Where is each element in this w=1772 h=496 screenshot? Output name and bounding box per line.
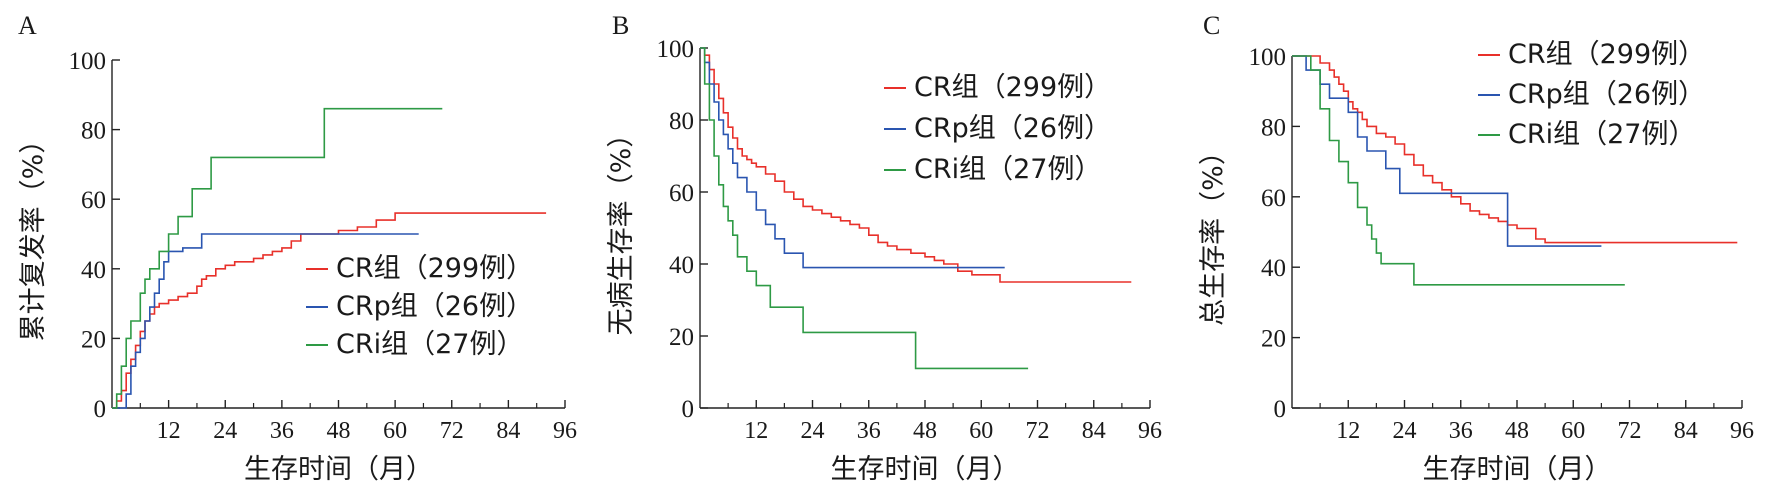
legend-label: CR组（299例） [1508, 39, 1705, 70]
x-tick-label: 72 [1618, 418, 1642, 444]
x-tick-label: 84 [496, 418, 520, 444]
x-tick-label: 48 [1505, 418, 1529, 444]
x-tick-label: 48 [327, 418, 351, 444]
legend-label: CRi组（27例） [914, 154, 1101, 185]
legend-label: CRi组（27例） [1508, 119, 1695, 150]
x-axis-label: 生存时间（月） [831, 454, 1020, 485]
y-tick-label: 100 [657, 36, 695, 63]
series-line-0 [700, 47, 1132, 283]
x-tick-label: 72 [1026, 418, 1050, 444]
y-tick-label: 40 [81, 257, 106, 284]
panel-c: C 0 20 40 60 80 100 12 24 36 48 60 72 84 96 生存时间（月） 总生存率… [1198, 11, 1754, 485]
y-axis-label: 总生存率（%） [1198, 138, 1229, 326]
x-tick-label: 48 [913, 418, 937, 444]
series-line-2 [1292, 55, 1625, 286]
x-tick-label: 36 [1449, 418, 1473, 444]
legend-label: CRp组（26例） [336, 291, 533, 322]
y-tick-label: 40 [1261, 255, 1286, 282]
panel-letter: A [18, 11, 37, 40]
y-tick-label: 0 [1274, 396, 1287, 423]
panel-letter: C [1203, 11, 1220, 40]
y-tick-label: 60 [81, 187, 106, 214]
x-tick-label: 12 [157, 418, 181, 444]
x-tick-label: 12 [744, 418, 768, 444]
x-axis-label: 生存时间（月） [244, 454, 433, 485]
y-tick-label: 80 [669, 108, 694, 135]
series-line-2 [112, 107, 443, 409]
x-tick-label: 96 [1138, 418, 1162, 444]
y-tick-label: 20 [669, 324, 694, 351]
y-tick-label: 20 [81, 326, 106, 353]
x-tick-label: 24 [801, 418, 825, 444]
x-tick-label: 84 [1674, 418, 1698, 444]
y-tick-label: 40 [669, 252, 694, 279]
x-tick-label: 36 [857, 418, 881, 444]
legend-label: CR组（299例） [336, 253, 533, 284]
x-tick-label: 24 [213, 418, 237, 444]
x-tick-label: 84 [1082, 418, 1106, 444]
x-tick-label: 36 [270, 418, 294, 444]
legend-label: CRp组（26例） [1508, 79, 1705, 110]
y-axis-label: 累计复发率（%） [18, 127, 49, 342]
panel-b: B 0 20 40 60 80 100 12 24 36 48 60 72 84 96 生存时间（月） 无病生存… [606, 11, 1162, 485]
x-axis-label: 生存时间（月） [1423, 454, 1612, 485]
y-tick-label: 60 [669, 180, 694, 207]
y-tick-label: 100 [1249, 44, 1287, 71]
y-tick-label: 60 [1261, 185, 1286, 212]
x-tick-label: 60 [969, 418, 993, 444]
x-tick-label: 72 [440, 418, 464, 444]
x-tick-label: 60 [1561, 418, 1585, 444]
series-line-1 [700, 47, 1005, 269]
panel-a: A 0 20 40 60 80 100 12 24 36 48 60 72 84 96 生存时间（月） 累计复发… [18, 11, 577, 485]
x-tick-label: 96 [1730, 418, 1754, 444]
series-line-0 [112, 212, 547, 409]
panel-letter: B [612, 11, 629, 40]
y-tick-label: 0 [94, 396, 107, 423]
y-tick-label: 100 [69, 48, 107, 75]
series-line-2 [700, 47, 1029, 370]
x-tick-label: 60 [383, 418, 407, 444]
y-tick-label: 20 [1261, 326, 1286, 353]
series-line-1 [112, 233, 419, 409]
x-tick-label: 24 [1393, 418, 1417, 444]
y-tick-label: 80 [1261, 114, 1286, 141]
y-axis-label: 无病生存率（%） [606, 121, 637, 336]
legend-label: CRp组（26例） [914, 113, 1111, 144]
legend-label: CR组（299例） [914, 72, 1111, 103]
x-tick-label: 12 [1336, 418, 1360, 444]
x-tick-label: 96 [553, 418, 577, 444]
y-tick-label: 0 [682, 396, 695, 423]
y-tick-label: 80 [81, 118, 106, 145]
legend-label: CRi组（27例） [336, 329, 523, 360]
